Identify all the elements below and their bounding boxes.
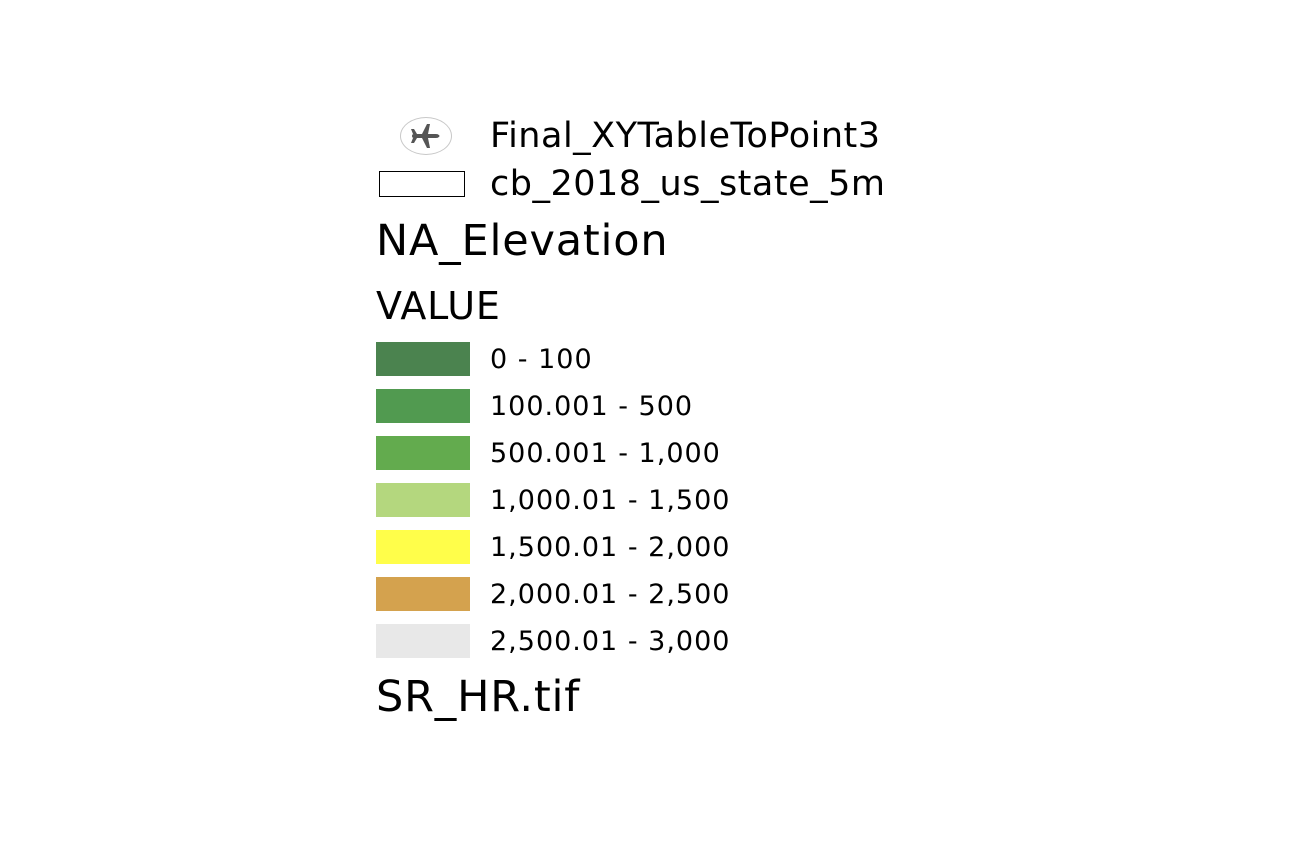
- class-swatch: [376, 624, 470, 658]
- legend-class-item: 100.001 - 500: [376, 389, 693, 423]
- class-label: 1,000.01 - 1,500: [490, 484, 731, 516]
- class-label: 500.001 - 1,000: [490, 437, 721, 469]
- polygon-outline-swatch: [379, 171, 465, 197]
- class-label: 1,500.01 - 2,000: [490, 531, 731, 563]
- legend-item-polygon-layer: cb_2018_us_state_5m: [376, 164, 885, 204]
- legend-class-item: 2,500.01 - 3,000: [376, 624, 730, 658]
- hillshade-layer-title: SR_HR.tif: [376, 672, 581, 722]
- legend-class-item: 2,000.01 - 2,500: [376, 577, 730, 611]
- class-label: 2,000.01 - 2,500: [490, 578, 731, 610]
- legend-class-item: 1,500.01 - 2,000: [376, 530, 730, 564]
- polygon-symbol: [376, 167, 470, 201]
- class-swatch: [376, 342, 470, 376]
- legend-item-point-layer: Final_XYTableToPoint3: [376, 116, 881, 156]
- raster-field-name: VALUE: [376, 284, 501, 328]
- class-swatch: [376, 436, 470, 470]
- point-layer-label: Final_XYTableToPoint3: [490, 116, 881, 156]
- polygon-layer-label: cb_2018_us_state_5m: [490, 164, 886, 204]
- class-label: 100.001 - 500: [490, 390, 694, 422]
- legend-class-item: 0 - 100: [376, 342, 593, 376]
- raster-layer-title: NA_Elevation: [376, 216, 669, 266]
- class-swatch: [376, 530, 470, 564]
- class-swatch: [376, 483, 470, 517]
- class-swatch: [376, 577, 470, 611]
- legend-class-item: 500.001 - 1,000: [376, 436, 721, 470]
- legend-class-item: 1,000.01 - 1,500: [376, 483, 730, 517]
- class-label: 0 - 100: [490, 343, 593, 375]
- class-swatch: [376, 389, 470, 423]
- point-symbol: [376, 117, 470, 155]
- class-label: 2,500.01 - 3,000: [490, 625, 731, 657]
- airplane-icon: [400, 117, 452, 155]
